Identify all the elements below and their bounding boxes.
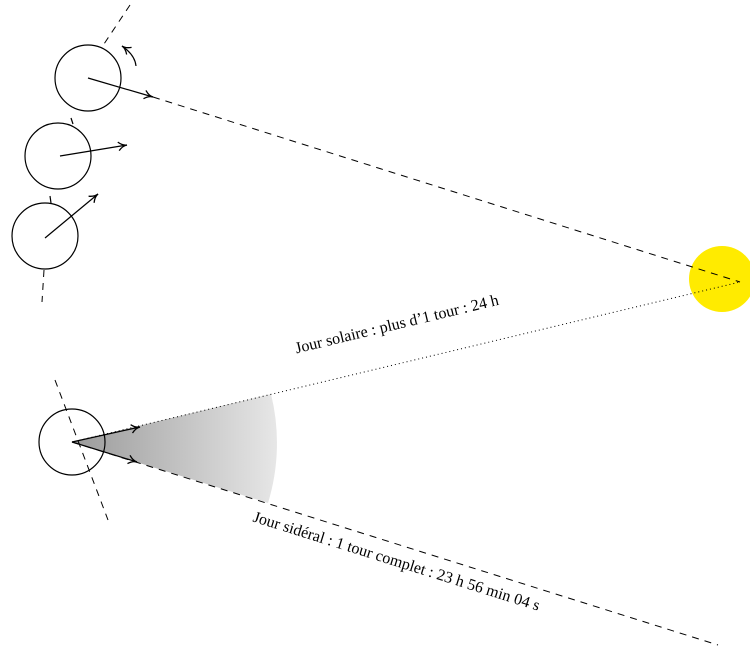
earth-sequence — [11, 4, 741, 303]
earth-angle — [38, 281, 741, 646]
sidereal-day-label: Jour sidéral : 1 tour complet : 23 h 56 … — [251, 509, 542, 615]
solar-day-label: Jour solaire : plus d’1 tour : 24 h — [293, 292, 500, 357]
angle-wedge — [72, 394, 277, 503]
sun — [689, 246, 750, 312]
